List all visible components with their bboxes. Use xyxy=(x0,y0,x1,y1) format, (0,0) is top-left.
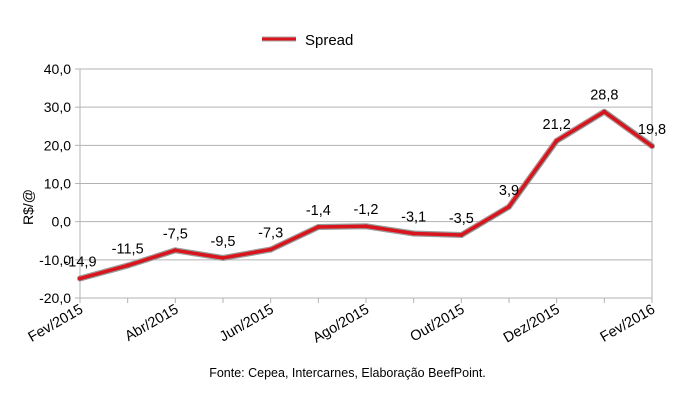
grid-layer xyxy=(79,68,653,299)
data-point xyxy=(268,247,273,252)
data-point xyxy=(125,263,130,268)
data-point xyxy=(507,204,511,209)
y-tick-label: -20,0 xyxy=(39,290,71,306)
data-label: -3,1 xyxy=(401,209,426,225)
data-label: -1,4 xyxy=(306,203,331,219)
x-tick-label: Out/2015 xyxy=(408,302,468,346)
series-layer xyxy=(77,108,655,282)
data-label-layer: -14,9 -11,5 -7,5 -9,5 -7,3 -1,4 -1,2 -3,1 -3,5 3,… xyxy=(63,88,666,271)
data-label: 28,8 xyxy=(590,88,618,104)
data-label: -1,2 xyxy=(354,202,379,218)
data-point xyxy=(316,225,321,230)
x-tick-label: Fev/2016 xyxy=(598,302,658,346)
y-tick-label: 20,0 xyxy=(44,137,71,153)
data-point xyxy=(364,224,368,229)
data-point xyxy=(78,276,82,281)
data-point xyxy=(650,144,654,149)
data-label: -14,9 xyxy=(63,255,96,271)
data-label: -9,5 xyxy=(211,234,236,250)
legend: Spread xyxy=(262,32,353,49)
x-tick-label: Fev/2015 xyxy=(26,302,86,346)
data-label: 19,8 xyxy=(638,122,666,138)
legend-label: Spread xyxy=(305,32,353,49)
y-tick-label: 10,0 xyxy=(44,176,71,192)
data-point xyxy=(602,109,607,114)
data-label: 21,2 xyxy=(543,117,571,133)
y-tick-label: 30,0 xyxy=(44,99,71,115)
data-label: -11,5 xyxy=(112,242,144,258)
y-tick-label: -10,0 xyxy=(39,252,71,268)
data-point xyxy=(459,233,464,238)
data-label: 3,9 xyxy=(499,183,519,199)
data-point xyxy=(221,255,225,260)
source-note: Fonte: Cepea, Intercarnes, Elaboração Be… xyxy=(209,366,486,380)
y-axis-label: R$/@ xyxy=(20,189,36,225)
series-line-spread xyxy=(78,109,654,281)
x-tick-label: Ago/2015 xyxy=(310,302,372,347)
data-label: -7,5 xyxy=(163,226,188,242)
data-point xyxy=(554,138,559,143)
data-label: -3,5 xyxy=(449,211,474,227)
y-tick-label: 0,0 xyxy=(52,214,72,230)
x-tick-label: Dez/2015 xyxy=(501,302,563,347)
x-tick-label: Abr/2015 xyxy=(122,302,181,345)
y-tick-label: 40,0 xyxy=(44,61,71,77)
x-tick-label: Jun/2015 xyxy=(217,302,277,346)
data-point xyxy=(173,248,178,253)
data-label: -7,3 xyxy=(258,226,283,242)
data-point xyxy=(411,231,416,236)
